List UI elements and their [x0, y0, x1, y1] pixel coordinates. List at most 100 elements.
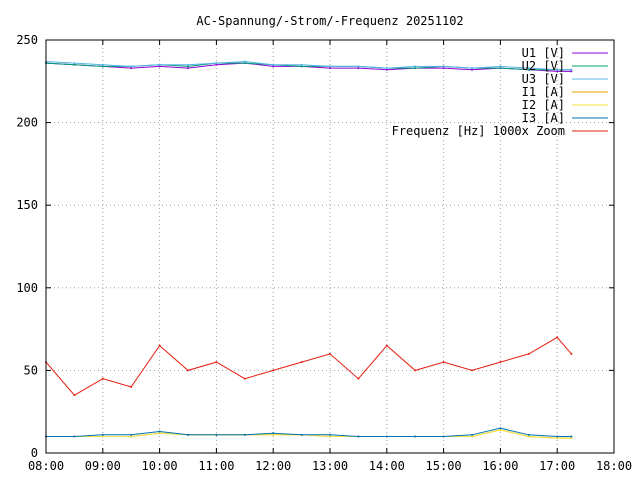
data-point [442, 67, 445, 70]
y-tick-label: 50 [24, 363, 38, 377]
series-line-7 [45, 336, 572, 396]
data-point [527, 67, 530, 70]
legend: U1 [V]U2 [V]U3 [V]I1 [A]I2 [A]I3 [A]Freq… [392, 46, 608, 138]
legend-label: U1 [V] [522, 46, 565, 60]
data-point [499, 361, 502, 364]
legend-label: I3 [A] [522, 111, 565, 125]
data-point [499, 65, 502, 68]
legend-label: U2 [V] [522, 59, 565, 73]
data-point [442, 361, 445, 364]
x-tick-label: 14:00 [369, 459, 405, 473]
data-point [187, 433, 189, 436]
data-point [73, 394, 76, 397]
data-point [527, 352, 530, 355]
data-point [442, 65, 445, 68]
chart-title: AC-Spannung/-Strom/-Frequenz 20251102 [196, 14, 463, 28]
data-point [101, 433, 104, 436]
data-point [570, 352, 573, 355]
data-point [385, 344, 388, 347]
data-point [414, 435, 417, 438]
data-point [570, 70, 573, 73]
data-point [158, 63, 161, 66]
y-tick-label: 250 [16, 33, 38, 47]
x-tick-label: 15:00 [426, 459, 462, 473]
data-point [499, 67, 502, 70]
data-point [243, 433, 246, 436]
data-point [357, 377, 360, 380]
data-point [130, 385, 133, 388]
data-point [300, 433, 303, 436]
data-point [300, 65, 303, 68]
data-point [471, 435, 473, 438]
data-point [329, 352, 331, 355]
data-point [471, 369, 473, 372]
data-point [357, 65, 360, 68]
data-point [243, 62, 246, 65]
data-point [300, 361, 303, 364]
y-tick-label: 0 [31, 446, 38, 460]
data-point [570, 435, 573, 438]
data-point [215, 63, 218, 66]
data-point [187, 67, 189, 70]
data-point [158, 430, 161, 433]
data-point [101, 63, 104, 66]
series-line-5 [46, 429, 572, 439]
data-point [442, 435, 445, 438]
data-point [556, 435, 559, 438]
data-point [130, 67, 133, 70]
data-point [329, 433, 331, 436]
data-point [385, 67, 388, 70]
data-point [499, 428, 502, 431]
data-point [130, 435, 133, 438]
data-point [101, 377, 104, 380]
data-point [272, 65, 275, 68]
data-point [158, 65, 161, 68]
data-point [329, 67, 331, 70]
data-point [272, 63, 275, 66]
data-point [570, 68, 573, 71]
data-point [130, 65, 133, 68]
axis-ticks: 08:00 09:00 10:00 11:00 12:00 13:00 14:00 15:00… [16, 33, 632, 473]
data-point [329, 65, 331, 68]
data-point [556, 68, 559, 71]
data-series [45, 60, 573, 440]
grid-lines [46, 40, 614, 453]
y-tick-label: 150 [16, 198, 38, 212]
legend-label: I1 [A] [522, 85, 565, 99]
y-tick-label: 200 [16, 116, 38, 130]
data-point [187, 65, 189, 68]
data-point [73, 62, 76, 65]
series-line-6 [46, 427, 572, 437]
data-point [385, 68, 388, 71]
data-point [527, 433, 530, 436]
data-point [471, 67, 473, 70]
x-tick-label: 10:00 [142, 459, 178, 473]
x-tick-label: 09:00 [85, 459, 121, 473]
data-point [101, 435, 104, 438]
data-point [357, 435, 360, 438]
data-point [243, 377, 246, 380]
x-tick-label: 17:00 [539, 459, 575, 473]
x-tick-label: 13:00 [312, 459, 348, 473]
data-point [300, 63, 303, 66]
data-point [215, 62, 218, 65]
data-point [272, 433, 275, 436]
series-line-3 [45, 60, 572, 71]
data-point [414, 369, 417, 372]
data-point [73, 63, 76, 66]
data-point [215, 361, 218, 364]
data-point [556, 70, 559, 73]
data-point [527, 435, 530, 438]
data-point [272, 369, 275, 372]
x-tick-label: 16:00 [482, 459, 518, 473]
data-point [414, 67, 417, 70]
data-point [570, 437, 573, 440]
data-point [414, 65, 417, 68]
y-tick-label: 100 [16, 281, 38, 295]
data-point [556, 437, 559, 440]
x-tick-label: 08:00 [28, 459, 64, 473]
data-point [101, 65, 104, 68]
data-point [556, 336, 559, 339]
